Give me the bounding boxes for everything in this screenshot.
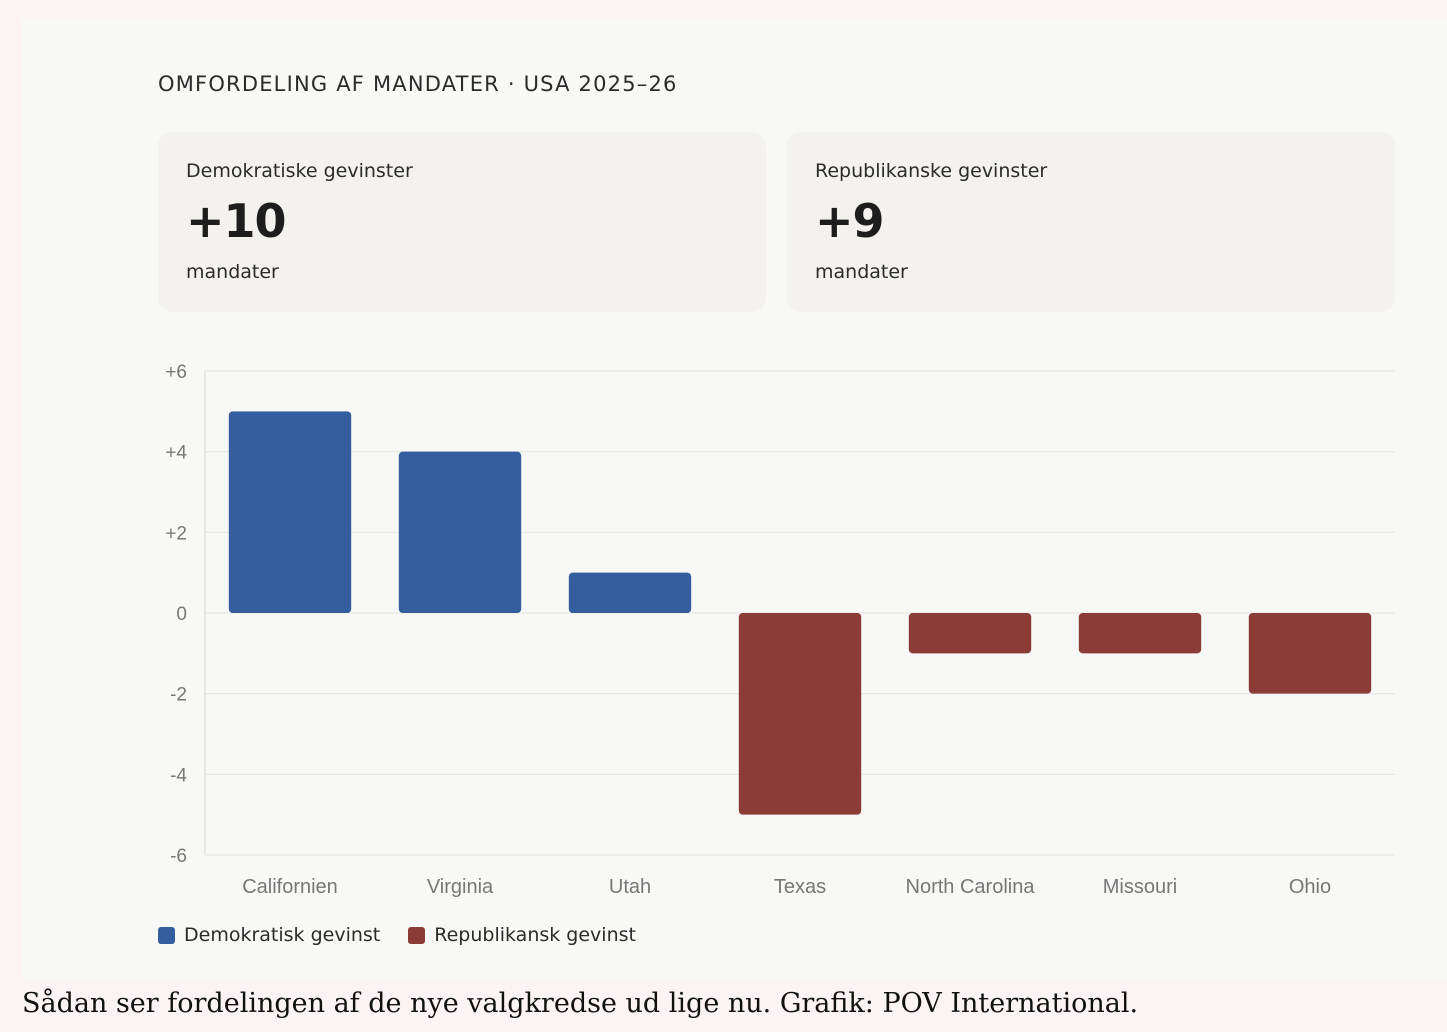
- x-tick-label: Californien: [242, 876, 338, 898]
- figure-caption: Sådan ser fordelingen af de nye valgkred…: [22, 988, 1139, 1019]
- x-tick-label: North Carolina: [906, 876, 1036, 898]
- y-tick-label: +6: [165, 362, 187, 383]
- stat-label-democratic: Demokratiske gevinster: [186, 160, 413, 182]
- legend-swatch-democratic: [158, 926, 175, 944]
- x-tick-label: Missouri: [1103, 876, 1177, 898]
- x-tick-label: Ohio: [1289, 876, 1331, 898]
- bar: [1248, 613, 1372, 694]
- y-tick-label: -2: [170, 685, 187, 706]
- x-tick-label: Utah: [609, 876, 651, 898]
- legend-label-democratic: Demokratisk gevinst: [184, 924, 381, 946]
- y-tick-label: -6: [170, 846, 187, 867]
- stat-label-republican: Republikanske gevinster: [815, 160, 1048, 182]
- bar: [398, 451, 522, 613]
- legend-item-democratic: Demokratisk gevinst: [158, 924, 380, 946]
- x-tick-label: Virginia: [427, 876, 494, 898]
- y-tick-label: 0: [176, 604, 187, 625]
- legend-item-republican: Republikansk gevinst: [408, 924, 636, 946]
- y-tick-label: +4: [165, 443, 187, 464]
- stat-unit-republican: mandater: [815, 261, 908, 283]
- bar-chart: +6 +4 +2 0 -2 -4 -6 Californien Virginia Utah Texa…: [165, 362, 1395, 898]
- y-tick-label: +2: [165, 523, 187, 544]
- y-tick-label: -4: [170, 765, 187, 786]
- bar: [908, 613, 1032, 654]
- bar: [568, 572, 692, 613]
- chart-card: OMFORDELING AF MANDATER · USA 2025–26 De…: [22, 18, 1447, 980]
- stat-value-democratic: +10: [186, 194, 287, 248]
- x-tick-label: Texas: [774, 876, 826, 898]
- stat-value-republican: +9: [815, 194, 885, 248]
- bar: [1078, 613, 1202, 654]
- bar: [738, 613, 862, 815]
- legend-swatch-republican: [408, 926, 426, 944]
- card-title: OMFORDELING AF MANDATER · USA 2025–26: [158, 72, 678, 96]
- legend-label-republican: Republikansk gevinst: [434, 924, 636, 946]
- stat-card-republican: Republikanske gevinster +9 mandater: [787, 132, 1395, 312]
- stat-card-democratic: Demokratiske gevinster +10 mandater: [158, 132, 766, 312]
- bar: [228, 411, 352, 613]
- chart-legend: Demokratisk gevinst Republikansk gevinst: [158, 924, 636, 946]
- stat-unit-democratic: mandater: [186, 261, 279, 283]
